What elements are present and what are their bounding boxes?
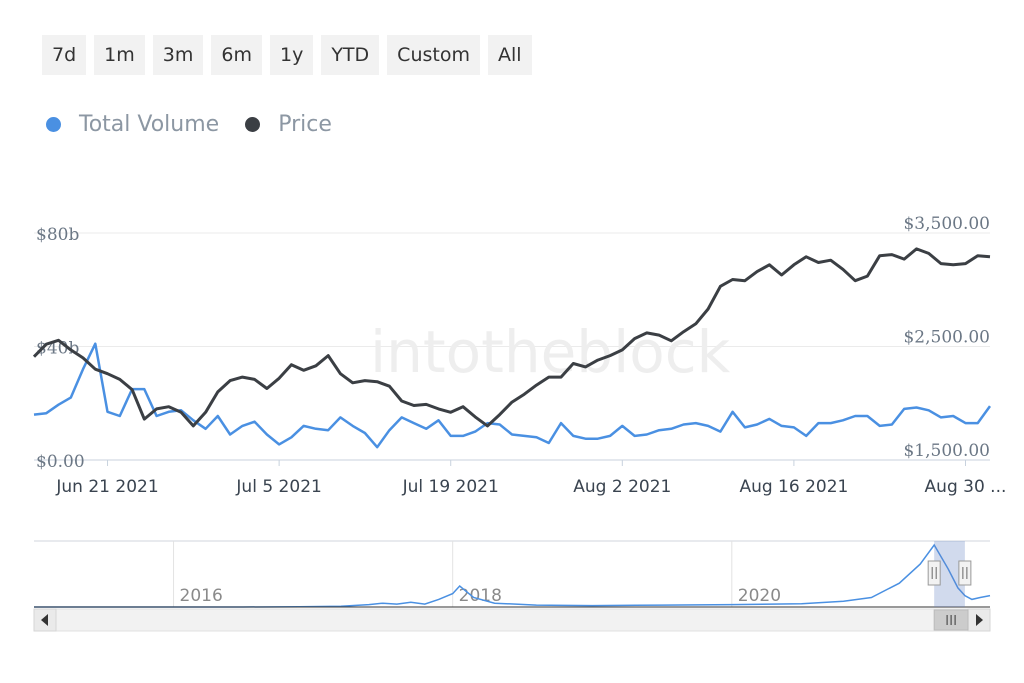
navigator-year-label: 2018	[459, 586, 502, 606]
y-left-tick-label: $80b	[36, 225, 79, 245]
x-tick-label: Aug 30 ...	[925, 477, 1007, 497]
legend-label-total-volume: Total Volume	[79, 112, 220, 137]
y-axis-left: $0.00$40b$80b	[36, 225, 85, 472]
range-selector: 7d 1m 3m 6m 1y YTD Custom All	[42, 35, 532, 75]
watermark: intotheblock	[370, 318, 731, 386]
range-button-1y[interactable]: 1y	[269, 35, 314, 75]
x-tick-label: Jul 19 2021	[402, 477, 499, 497]
scrollbar-track[interactable]	[33, 608, 991, 632]
navigator-year-label: 2016	[180, 586, 223, 606]
navigator-handle-left[interactable]	[927, 560, 941, 586]
y-right-tick-label: $3,500.00	[903, 214, 990, 234]
range-button-3m[interactable]: 3m	[152, 35, 204, 75]
range-button-7d[interactable]: 7d	[42, 35, 87, 75]
chart-legend: Total Volume Price	[46, 112, 358, 137]
legend-item-total-volume[interactable]: Total Volume	[46, 112, 219, 137]
navigator-handle-box	[958, 560, 972, 586]
x-tick-label: Jul 5 2021	[235, 477, 321, 497]
arrow-left-icon	[41, 614, 48, 626]
arrow-right-icon	[976, 614, 983, 626]
legend-dot-total-volume	[46, 117, 61, 132]
range-button-custom[interactable]: Custom	[387, 35, 480, 75]
x-axis: Jun 21 2021 Jul 5 2021 Jul 19 2021 Aug 2 20…	[55, 460, 1006, 497]
y-left-tick-label: $0.00	[36, 452, 85, 472]
range-button-6m[interactable]: 6m	[211, 35, 262, 75]
legend-label-price: Price	[278, 112, 332, 137]
y-right-tick-label: $1,500.00	[903, 441, 990, 461]
y-right-tick-label: $2,500.00	[903, 328, 990, 348]
navigator[interactable]: 2016 2018 2020	[34, 540, 991, 608]
range-button-ytd[interactable]: YTD	[321, 35, 380, 75]
range-button-all[interactable]: All	[487, 35, 532, 75]
x-tick-label: Aug 16 2021	[739, 477, 848, 497]
series-line-total-volume	[33, 342, 992, 449]
grid-lines	[34, 232, 990, 461]
navigator-year-label: 2020	[738, 586, 781, 606]
range-button-1m[interactable]: 1m	[94, 35, 145, 75]
series-line-price	[32, 247, 991, 428]
legend-item-price[interactable]: Price	[245, 112, 332, 137]
navigator-handle-right[interactable]	[958, 560, 972, 586]
scrollbar[interactable]	[33, 608, 991, 632]
x-tick-label: Aug 2 2021	[573, 477, 671, 497]
x-tick-label: Jun 21 2021	[55, 477, 158, 497]
navigator-series-line	[34, 543, 991, 608]
legend-dot-price	[245, 117, 261, 132]
y-axis-right: $1,500.00 $2,500.00 $3,500.00	[903, 214, 990, 461]
series-lines	[32, 247, 992, 449]
navigator-handle-box	[927, 560, 941, 586]
